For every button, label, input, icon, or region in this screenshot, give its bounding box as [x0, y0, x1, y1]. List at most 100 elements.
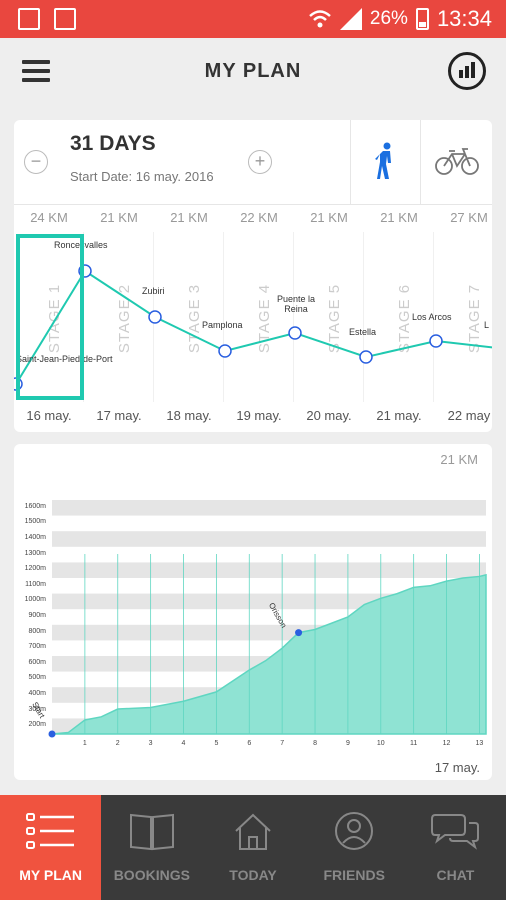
stage-date-label: 21 may.	[376, 408, 422, 423]
book-icon	[129, 813, 174, 851]
chat-icon	[431, 814, 480, 850]
y-tick-label: 1100m	[25, 580, 46, 588]
nav-chat[interactable]: CHAT	[405, 795, 506, 900]
grid-band	[52, 500, 486, 516]
y-tick-label: 1200m	[24, 565, 46, 573]
x-tick-label: 4	[181, 740, 186, 747]
stage-date-label: 22 may	[447, 408, 491, 423]
place-label: L	[484, 320, 490, 330]
stage-distance-label: 21 KM	[380, 210, 418, 225]
plus-day-button[interactable]: +	[248, 150, 272, 174]
stage-distance-label: 22 KM	[240, 210, 278, 225]
list-icon	[25, 813, 74, 849]
nav-label-my-plan: MY PLAN	[19, 867, 82, 883]
start-date: Start Date: 16 may. 2016	[70, 169, 214, 184]
nav-label-friends: FRIENDS	[323, 867, 385, 883]
y-tick-label: 1400m	[24, 534, 46, 541]
y-tick-label: 200m	[28, 721, 46, 729]
image-notification-icon	[18, 8, 40, 30]
place-label: Pamplona	[202, 320, 243, 330]
signal-icon	[339, 8, 362, 30]
y-tick-label: 1000m	[24, 596, 46, 604]
y-tick-label: 700m	[28, 643, 46, 651]
orisson-point	[295, 629, 303, 637]
stage-distance: 21 KM	[440, 452, 478, 467]
person-icon	[335, 812, 374, 850]
route-line	[15, 269, 492, 385]
clock: 13:34	[436, 6, 492, 31]
nav-friends[interactable]: FRIENDS	[304, 795, 405, 900]
x-tick-label: 10	[376, 740, 385, 747]
stage-column[interactable]	[294, 232, 364, 402]
x-tick-label: 13	[475, 740, 484, 747]
stage-column[interactable]	[154, 232, 224, 402]
plan-card: − 31 DAYS Start Date: 16 may. 2016 + 24 …	[14, 120, 492, 432]
bottom-navigation: MY PLAN BOOKINGS TODAY FRIENDS CHAT	[0, 795, 506, 900]
y-tick-label: 1300m	[24, 549, 46, 557]
grid-band	[52, 531, 486, 547]
battery-icon	[415, 8, 429, 30]
stage-date-label: 17 may.	[96, 408, 142, 423]
grid-band	[52, 562, 486, 578]
nav-label-today: TODAY	[229, 867, 277, 883]
stage-date-label: 19 may.	[236, 408, 282, 423]
days-count: 31 DAYS	[70, 132, 156, 155]
x-tick-label: 6	[247, 740, 252, 747]
top-app-bar: MY PLAN	[0, 38, 506, 104]
route-stop-point	[148, 310, 162, 324]
x-tick-label: 12	[442, 740, 451, 747]
route-stop-point	[429, 334, 443, 348]
stage-distance-label: 21 KM	[170, 210, 208, 225]
route-stop-point	[14, 377, 23, 391]
place-label: Puente la Reina	[276, 294, 316, 314]
wifi-icon	[309, 10, 331, 28]
cycling-mode-button[interactable]	[421, 120, 492, 204]
stage-date-label: 20 may.	[306, 408, 352, 423]
x-tick-label: 11	[410, 740, 418, 747]
place-label: Saint-Jean-Pied-de-Port	[16, 354, 113, 364]
minus-day-button[interactable]: −	[24, 150, 48, 174]
elevation-card: 21 KM 1600m 1500m 1400m 1300m 1200m 1100m 1000…	[14, 444, 492, 780]
stage-distance-label: 27 KM	[450, 210, 488, 225]
nav-label-bookings: BOOKINGS	[113, 867, 190, 883]
stage-date-label: 18 may.	[166, 408, 212, 423]
y-tick-label: 900m	[28, 612, 46, 619]
x-tick-label: 2	[115, 740, 120, 747]
x-tick-label: 5	[214, 740, 219, 747]
y-tick-label: 600m	[28, 658, 46, 666]
nav-label-chat: CHAT	[436, 867, 475, 883]
elevation-area	[51, 573, 487, 735]
x-tick-label: 8	[313, 740, 317, 747]
stage-column[interactable]	[364, 232, 434, 402]
x-tick-label: 1	[82, 740, 87, 747]
house-icon	[235, 813, 271, 850]
route-stop-point	[288, 326, 302, 340]
walking-mode-button[interactable]	[351, 120, 420, 204]
page-title: MY PLAN	[204, 60, 302, 82]
y-tick-label: 300m	[28, 705, 46, 713]
start-point	[48, 730, 56, 738]
nav-bookings[interactable]: BOOKINGS	[101, 795, 202, 900]
y-tick-label: 500m	[28, 674, 46, 682]
route-line-chart	[14, 264, 492, 391]
nav-today[interactable]: TODAY	[202, 795, 303, 900]
x-tick-label: 9	[345, 740, 350, 747]
route-stop-point	[78, 264, 92, 278]
place-label: Roncesvalles	[54, 240, 108, 250]
stage-distance-label: 21 KM	[100, 210, 138, 225]
x-tick-label: 3	[148, 740, 153, 747]
status-bar: 26% 13:34	[0, 0, 506, 38]
excel-notification-icon	[54, 8, 76, 30]
place-label: Zubiri	[142, 286, 165, 296]
stage-column[interactable]	[224, 232, 294, 402]
place-label: Los Arcos	[412, 312, 452, 322]
stage-distance-label: 24 KM	[30, 210, 68, 225]
battery-percent: 26%	[369, 8, 408, 29]
start-marker-label: Start	[30, 701, 47, 721]
stats-chart-icon[interactable]	[448, 52, 486, 90]
x-tick-label: 7	[280, 740, 285, 747]
menu-icon[interactable]	[22, 60, 50, 82]
nav-my-plan[interactable]: MY PLAN	[0, 795, 102, 900]
place-label: Estella	[349, 327, 377, 337]
